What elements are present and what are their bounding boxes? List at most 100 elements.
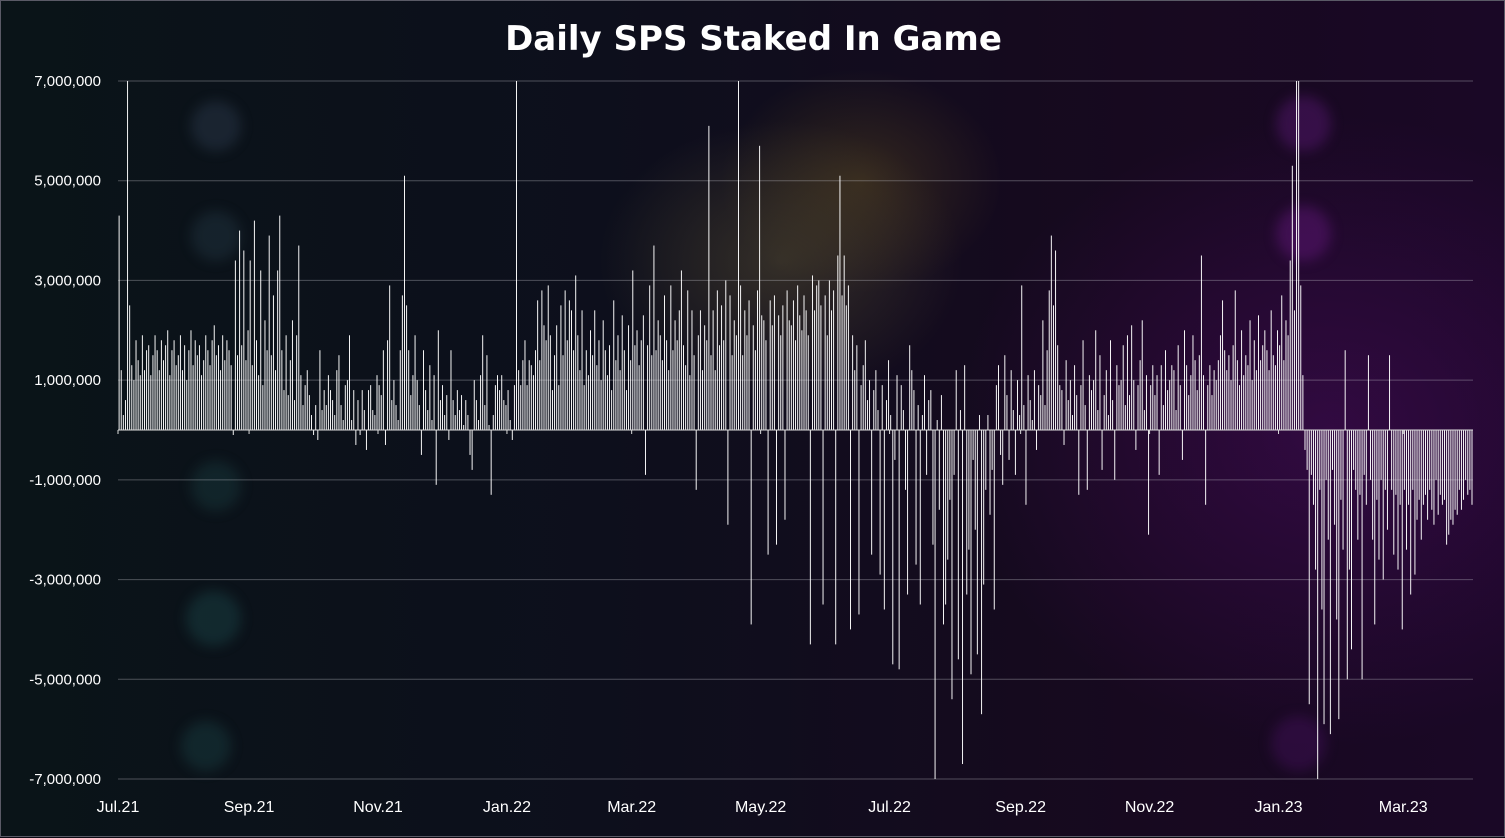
bar [1412, 430, 1414, 490]
bar [1391, 430, 1393, 490]
bar [1262, 345, 1264, 430]
bar [949, 430, 951, 500]
bar [1061, 390, 1063, 430]
bar [659, 335, 661, 430]
bar [448, 430, 450, 440]
x-tick-label: Mar.23 [1379, 799, 1428, 816]
bar [795, 340, 797, 430]
bar [583, 385, 585, 430]
bar [465, 400, 467, 430]
bar [740, 285, 742, 430]
bar [568, 300, 570, 430]
bar [1021, 285, 1023, 430]
bar [346, 380, 348, 430]
bar [1118, 385, 1120, 430]
x-tick-label: Jan.22 [483, 799, 531, 816]
bar [1346, 430, 1348, 680]
bar [924, 375, 925, 430]
bar [1025, 430, 1027, 505]
bar [1283, 360, 1285, 430]
bar [847, 285, 849, 430]
bar [1165, 350, 1166, 430]
bar [930, 390, 932, 430]
bar [735, 335, 737, 430]
bar [355, 430, 357, 445]
bar [1145, 375, 1147, 430]
bar [484, 405, 486, 430]
bar [689, 375, 691, 430]
bar [725, 280, 727, 430]
bar [179, 335, 181, 430]
bar [1093, 380, 1095, 430]
bar [1279, 345, 1281, 430]
bar [788, 320, 790, 430]
bar [651, 355, 653, 430]
bar [1405, 430, 1407, 550]
bar [1306, 430, 1308, 470]
bar [964, 365, 966, 430]
bar [414, 335, 416, 430]
bar [1222, 300, 1224, 430]
bar [1112, 400, 1114, 430]
bar [936, 420, 938, 430]
bar [150, 375, 152, 430]
bar [890, 415, 892, 430]
x-tick-label: Sep.21 [224, 799, 275, 816]
bar [249, 260, 251, 430]
bar [228, 350, 230, 430]
bar [1291, 165, 1293, 430]
bar [1420, 430, 1422, 540]
bar [431, 420, 433, 430]
bar [655, 350, 657, 430]
bar [545, 340, 547, 430]
bar [194, 340, 196, 430]
bar [241, 345, 243, 430]
bar [1038, 385, 1040, 430]
bar [799, 315, 801, 430]
bar [1055, 250, 1057, 430]
bar [1289, 260, 1291, 430]
bar [666, 340, 668, 430]
bar [469, 430, 471, 455]
bar [750, 430, 752, 625]
bar [1456, 430, 1458, 515]
bars [118, 81, 1473, 779]
bar [1378, 430, 1380, 560]
bar [1274, 365, 1276, 430]
bar [1137, 385, 1139, 430]
bar [264, 320, 266, 430]
background-orb [191, 461, 241, 511]
bar [1107, 415, 1109, 430]
bar [1004, 355, 1006, 430]
bar [1017, 380, 1018, 430]
bar [738, 81, 739, 430]
bar [298, 245, 300, 430]
bar [1319, 430, 1321, 490]
bar [1315, 430, 1317, 570]
bar [814, 310, 816, 430]
bar [1401, 430, 1403, 630]
bar [351, 420, 353, 430]
bar [995, 385, 997, 430]
bar [759, 145, 761, 430]
bar [1460, 430, 1462, 510]
bar [330, 390, 331, 430]
bar [1120, 380, 1122, 430]
bar [1281, 295, 1283, 430]
bar [917, 405, 919, 430]
bar [587, 375, 589, 430]
background-orb [1271, 716, 1326, 771]
bar [1072, 415, 1073, 430]
bar [1408, 430, 1410, 505]
bar [1148, 430, 1150, 535]
bar [382, 350, 384, 430]
bar [623, 350, 625, 430]
bar [687, 290, 689, 430]
bar [782, 305, 784, 430]
bar [1029, 400, 1031, 430]
bar [1323, 430, 1325, 725]
bar [989, 430, 991, 515]
bar [617, 335, 619, 430]
bar [1465, 430, 1467, 480]
